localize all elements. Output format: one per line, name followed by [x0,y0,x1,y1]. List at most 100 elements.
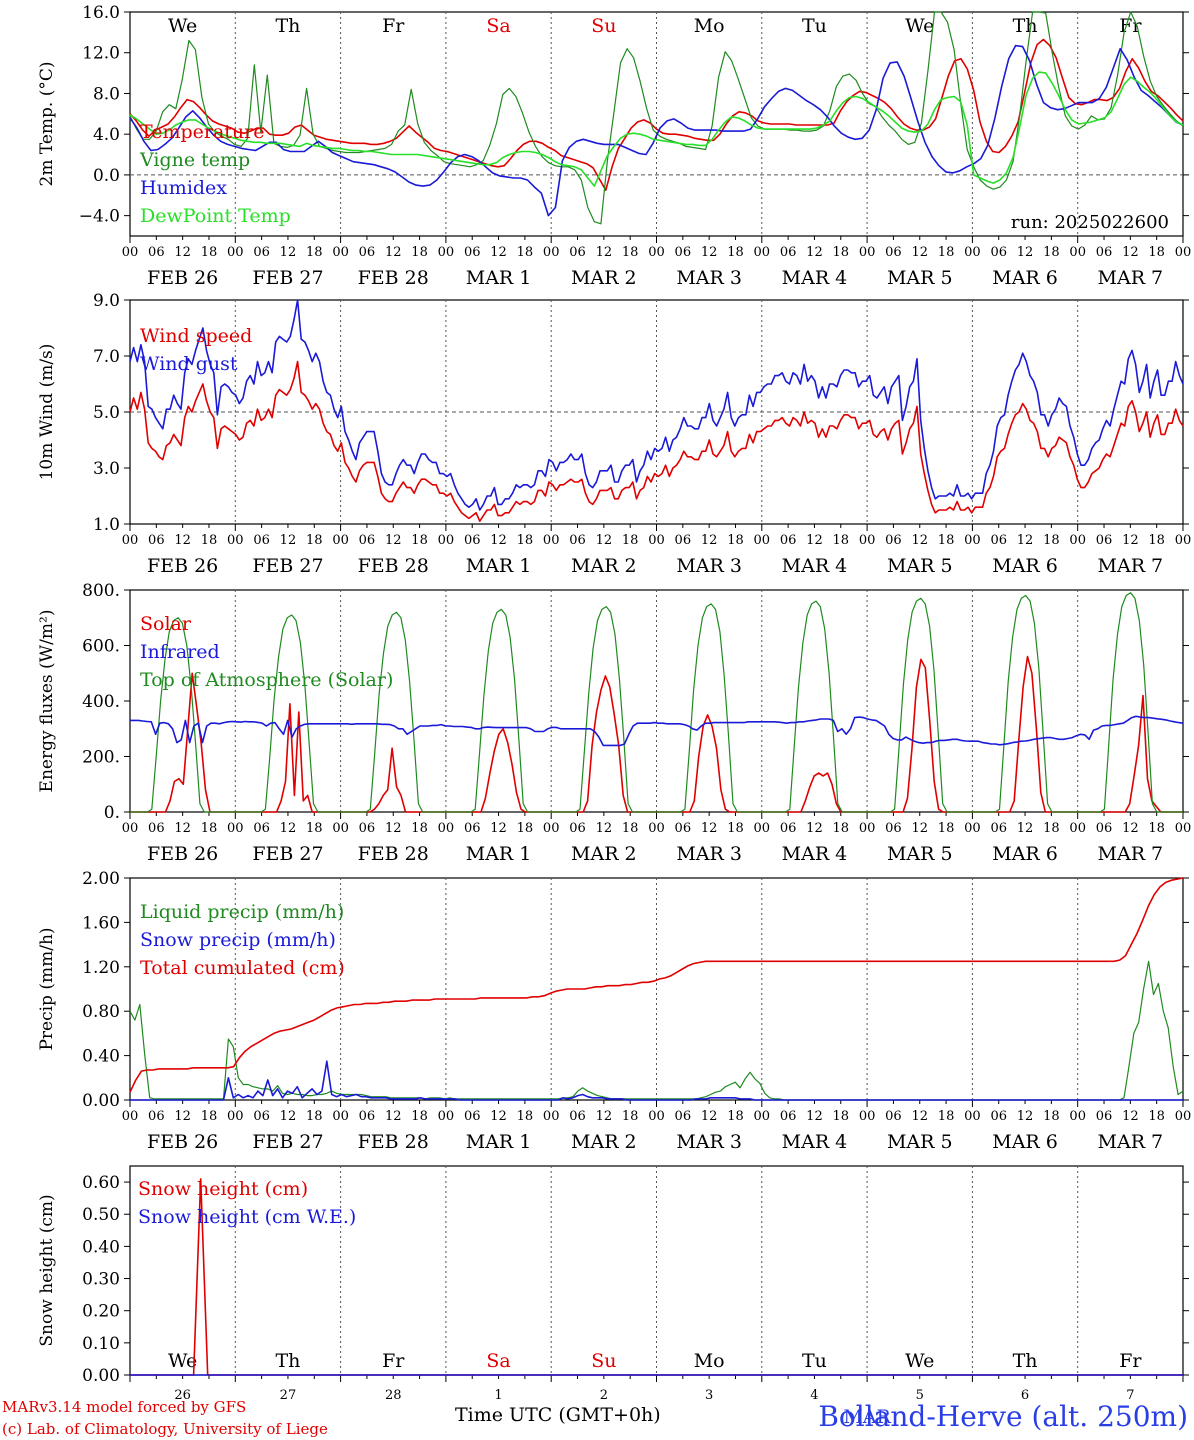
hour-tick-label: 06 [780,1109,797,1124]
series-line-humidex [129,44,1184,217]
hour-tick-label: 00 [332,1109,349,1124]
hour-tick-label: 00 [227,533,244,548]
hour-tick-label: 18 [1043,245,1060,260]
hour-tick-label: 06 [780,245,797,260]
hour-tick-label: 18 [727,245,744,260]
y-tick-label: 1.20 [82,958,120,978]
hour-tick-label: 12 [385,533,402,548]
day-name-label: Th [275,1350,300,1372]
y-tick-label: 9.0 [93,291,120,311]
hour-tick-label: 12 [280,245,297,260]
hour-tick-label: 00 [438,533,455,548]
hour-tick-label: 00 [332,533,349,548]
date-label: MAR 6 [992,555,1058,577]
hour-tick-label: 00 [754,533,771,548]
day-number-label: 27 [280,1388,297,1403]
hour-tick-label: 00 [1175,533,1192,548]
y-tick-label: 16.0 [82,3,120,23]
y-tick-label: 5.0 [93,403,120,423]
hour-tick-label: 06 [990,821,1007,836]
day-name-label: Th [275,15,300,37]
hour-tick-label: 18 [517,533,534,548]
y-tick-label: 0.10 [82,1334,120,1354]
hour-tick-label: 06 [359,1109,376,1124]
hour-tick-label: 00 [1175,821,1192,836]
day-number-label: 7 [1126,1388,1134,1403]
hour-tick-label: 12 [911,821,928,836]
hour-tick-label: 18 [727,533,744,548]
day-number-label: 28 [385,1388,402,1403]
hour-tick-label: 12 [490,245,507,260]
hour-tick-label: 06 [885,821,902,836]
date-label: MAR 1 [466,1131,532,1153]
run-annotation: run: 2025022600 [1011,212,1169,233]
y-tick-label: 0.60 [82,1173,120,1193]
hour-tick-label: 00 [543,821,560,836]
hour-tick-label: 00 [859,821,876,836]
hour-tick-label: 00 [859,1109,876,1124]
hour-tick-label: 18 [1043,1109,1060,1124]
day-name-label: Su [591,1350,616,1372]
y-tick-label: 1.0 [93,515,120,535]
y-tick-label: 0.30 [82,1270,120,1290]
legend-entry: Snow height (cm) [138,1178,308,1200]
hour-tick-label: 06 [359,821,376,836]
day-number-label: 3 [705,1388,713,1403]
hour-tick-label: 06 [1096,533,1113,548]
day-number-label: 6 [1021,1388,1029,1403]
day-number-label: 5 [916,1388,924,1403]
panel-5: 0.60 0.50 0.40 0.30 0.20 0.10 0.00 Snow height … [37,1165,1189,1428]
series-line-temperature [129,38,1184,191]
hour-tick-label: 12 [280,533,297,548]
hour-tick-label: 06 [253,1109,270,1124]
hour-tick-label: 12 [596,1109,613,1124]
hour-tick-label: 12 [490,1109,507,1124]
hour-tick-label: 12 [385,245,402,260]
legend-entry: Liquid precip (mm/h) [140,901,344,923]
hour-tick-label: 18 [727,1109,744,1124]
hour-tick-label: 06 [675,533,692,548]
day-number-label: 26 [174,1388,191,1403]
hour-tick-label: 06 [675,1109,692,1124]
legend-entry: Wind speed [140,325,252,347]
date-label: MAR 2 [571,555,637,577]
lab-credit: (c) Lab. of Climatology, University of L… [2,1420,328,1438]
panel-4: 2.00 1.60 1.20 0.80 0.40 0.00 Precip (mm/h) 00 0… [37,869,1191,1153]
hour-tick-label: 00 [438,821,455,836]
hour-tick-label: 18 [201,533,218,548]
hour-tick-label: 18 [411,821,428,836]
hour-tick-label: 00 [543,1109,560,1124]
hour-tick-label: 06 [780,533,797,548]
hour-tick-label: 18 [411,533,428,548]
date-label: MAR 4 [782,555,848,577]
day-name-label: We [168,1350,197,1372]
hour-tick-label: 06 [885,533,902,548]
y-tick-label: 4.0 [93,125,120,145]
day-name-label: Th [1013,15,1038,37]
legend-entry: Vigne temp [139,149,250,171]
hour-tick-label: 18 [833,533,850,548]
hour-tick-label: 18 [201,821,218,836]
panel-2: 9.0 7.0 5.0 3.0 1.0 10m Wind (m/s) 00 06 12 18 00 0… [37,291,1191,577]
hour-tick-label: 06 [148,1109,165,1124]
date-label: MAR 5 [887,555,953,577]
hour-tick-label: 00 [754,245,771,260]
hour-tick-label: 00 [543,533,560,548]
y-axis-label: 2m Temp. (°C) [37,61,57,186]
hour-tick-label: 12 [280,821,297,836]
day-name-label: Fr [1119,1350,1142,1372]
hour-tick-label: 12 [596,245,613,260]
hour-tick-label: 18 [411,1109,428,1124]
hour-tick-label: 12 [911,245,928,260]
date-label: MAR 5 [887,843,953,865]
hour-tick-label: 18 [622,821,639,836]
hour-tick-label: 00 [543,245,560,260]
hour-tick-label: 12 [1017,1109,1034,1124]
day-name-label: Mo [694,1350,725,1372]
hour-tick-label: 06 [569,1109,586,1124]
hour-tick-label: 12 [911,533,928,548]
series-line-total-cumulated-cm- [129,877,1184,1093]
hour-tick-label: 12 [701,245,718,260]
hour-tick-label: 12 [806,821,823,836]
hour-tick-label: 00 [754,821,771,836]
